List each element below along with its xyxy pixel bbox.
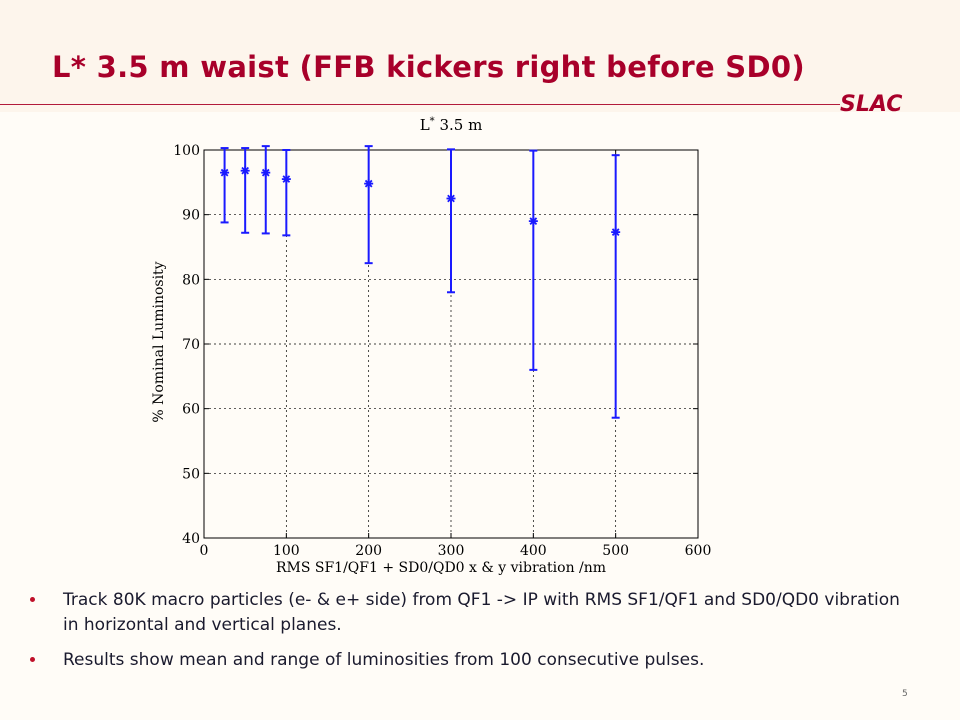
data-point-marker bbox=[261, 168, 271, 178]
page-number: 5 bbox=[902, 689, 908, 699]
chart-title-rest: 3.5 m bbox=[435, 116, 483, 134]
y-tick-label: 60 bbox=[182, 402, 200, 418]
data-point-marker bbox=[281, 174, 291, 184]
data-point-marker bbox=[240, 166, 250, 176]
bullet-dot-icon bbox=[30, 657, 35, 662]
bullet-item: Track 80K macro particles (e- & e+ side)… bbox=[30, 588, 910, 638]
bullet-item: Results show mean and range of luminosit… bbox=[30, 648, 910, 673]
data-point-marker bbox=[528, 216, 538, 226]
bullet-dot-icon bbox=[30, 597, 35, 602]
x-tick-label: 0 bbox=[200, 543, 209, 559]
x-tick-label: 400 bbox=[520, 543, 547, 559]
bullet-text: Track 80K macro particles (e- & e+ side)… bbox=[63, 590, 900, 635]
y-tick-label: 90 bbox=[182, 208, 200, 224]
asterisk-stroke bbox=[611, 228, 620, 236]
slide-title: L* 3.5 m waist (FFB kickers right before… bbox=[52, 50, 805, 84]
y-axis-label: % Nominal Luminosity bbox=[151, 261, 167, 422]
title-divider bbox=[0, 104, 840, 105]
data-point-marker bbox=[446, 194, 456, 203]
chart-title: L* 3.5 m bbox=[420, 116, 483, 134]
x-tick-label: 100 bbox=[273, 543, 300, 559]
data-point-marker bbox=[364, 179, 374, 189]
asterisk-stroke bbox=[447, 194, 455, 203]
slac-logo: SLAC bbox=[840, 92, 903, 117]
asterisk-stroke bbox=[241, 166, 250, 175]
bullet-list: Track 80K macro particles (e- & e+ side)… bbox=[30, 588, 910, 683]
chart-ticks: 0 100 200 300 400 500 600 40 50 60 70 80 90 100 bbox=[173, 143, 711, 559]
asterisk-stroke bbox=[282, 175, 291, 183]
x-axis-label: RMS SF1/QF1 + SD0/QD0 x & y vibration /n… bbox=[276, 560, 606, 576]
chart-title-main: L bbox=[420, 116, 430, 134]
asterisk-stroke bbox=[220, 168, 229, 177]
y-tick-label: 80 bbox=[182, 272, 200, 288]
x-tick-label: 200 bbox=[355, 543, 382, 559]
title-band bbox=[0, 0, 960, 112]
x-tick-label: 600 bbox=[685, 543, 712, 559]
data-point-marker bbox=[220, 168, 230, 178]
x-tick-label: 500 bbox=[602, 543, 629, 559]
y-tick-label: 40 bbox=[182, 531, 200, 547]
luminosity-chart: 0 100 200 300 400 500 600 40 50 60 70 80 90 100 L* 3.… bbox=[151, 116, 711, 576]
x-tick-label: 300 bbox=[438, 543, 465, 559]
chart-marks bbox=[220, 145, 621, 419]
y-tick-label: 50 bbox=[182, 466, 200, 482]
asterisk-stroke bbox=[364, 179, 373, 188]
asterisk-stroke bbox=[261, 168, 270, 177]
chart-title-sup: * bbox=[430, 116, 435, 127]
y-tick-label: 70 bbox=[182, 337, 200, 353]
bullet-text: Results show mean and range of luminosit… bbox=[63, 650, 705, 670]
asterisk-stroke bbox=[529, 217, 538, 225]
data-point-marker bbox=[611, 227, 621, 237]
y-tick-label: 100 bbox=[173, 143, 200, 159]
